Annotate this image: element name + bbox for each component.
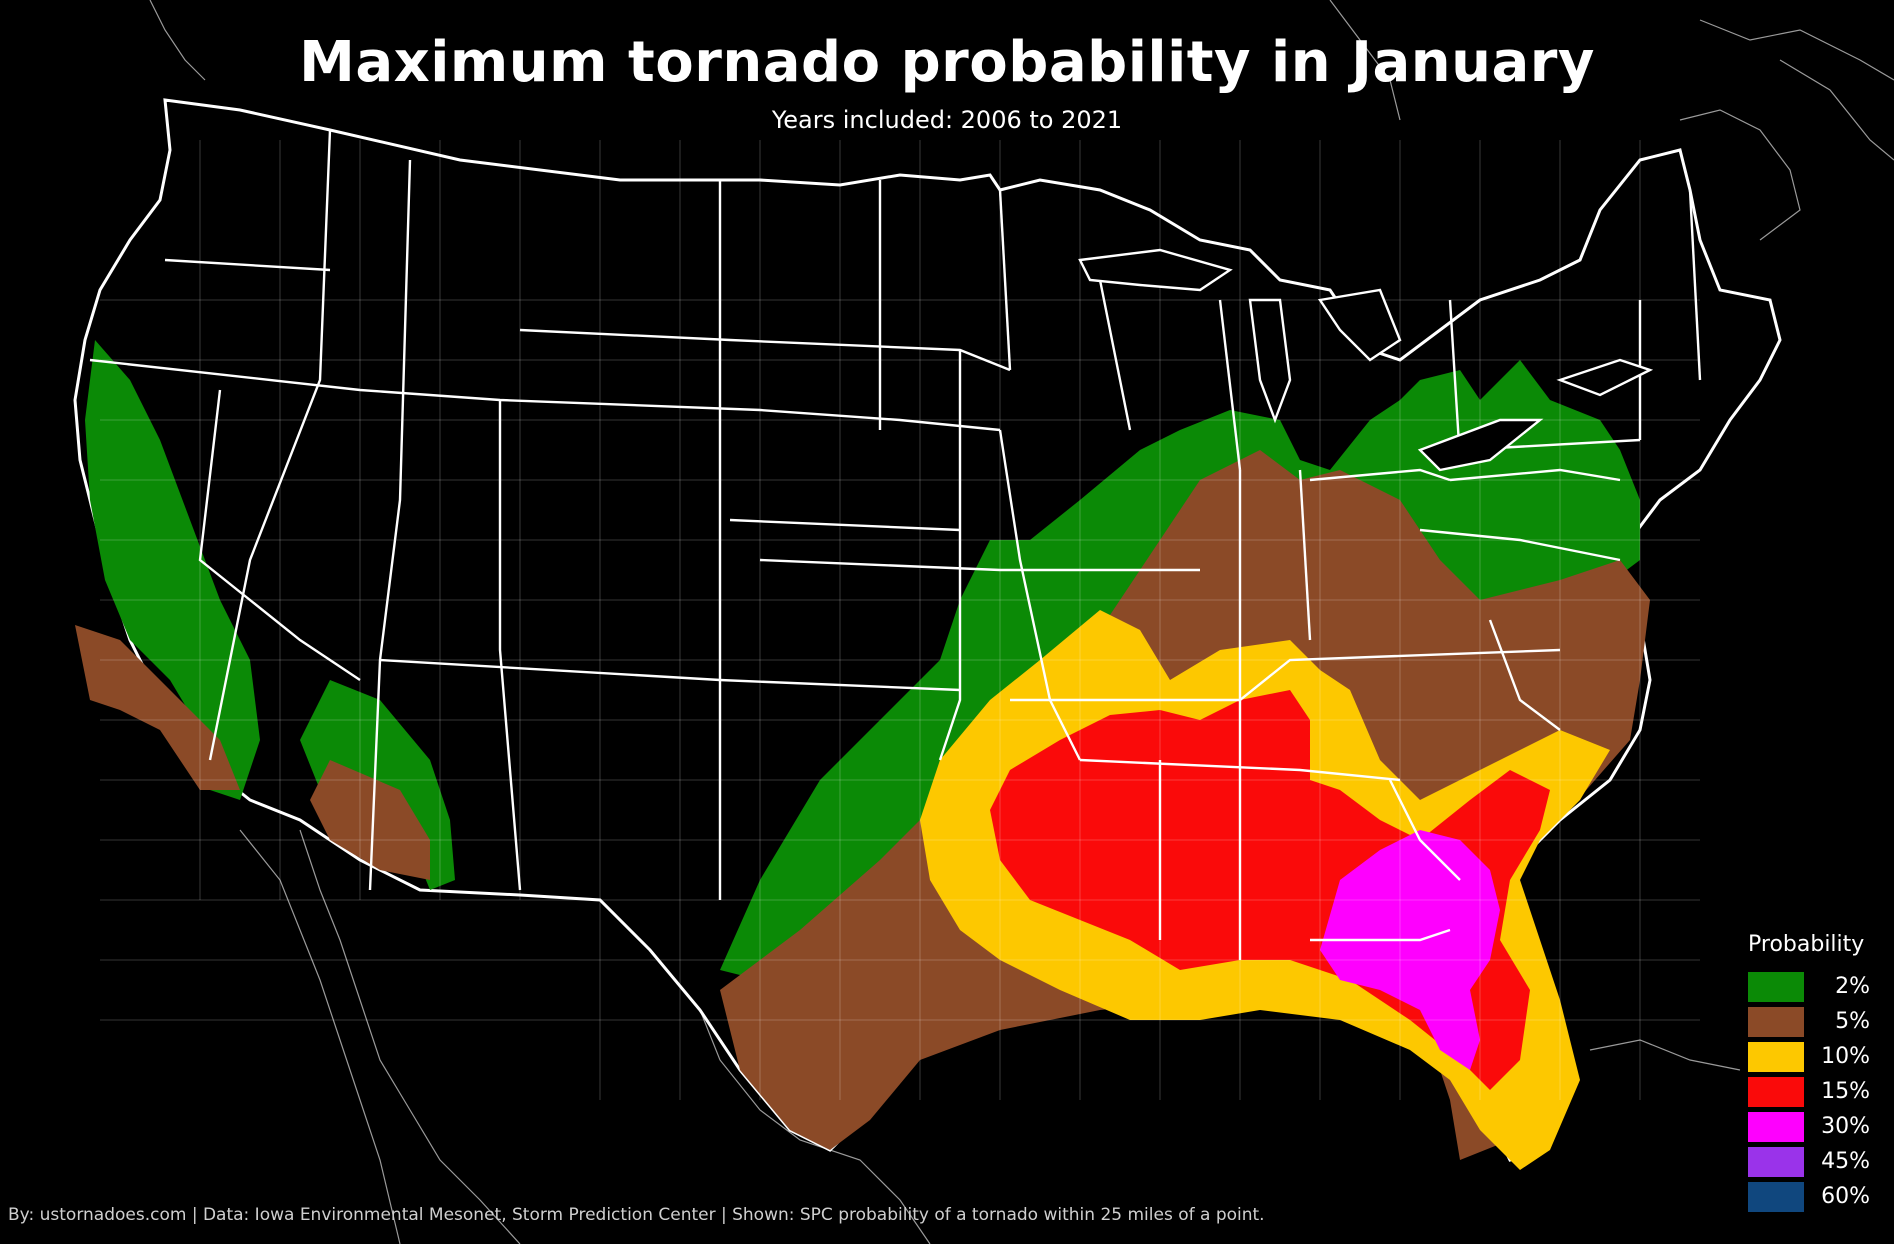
zone-5-percent-socal [75,625,240,790]
legend-swatch [1748,1181,1804,1212]
state-boundaries [89,129,1702,960]
legend-item-60: 60% [1744,1179,1884,1214]
legend-swatch [1748,1146,1804,1177]
legend-label: 30% [1821,1114,1870,1139]
legend-item-30: 30% [1744,1109,1884,1144]
legend-label: 60% [1821,1184,1870,1209]
zone-5-percent-arizona [310,760,430,880]
legend-label: 5% [1835,1009,1870,1034]
legend-item-15: 15% [1744,1074,1884,1109]
zone-30-percent [1320,830,1500,1070]
probability-zones [75,340,1650,1170]
legend-swatch [1748,1041,1804,1072]
legend-swatch [1748,971,1804,1002]
zone-2-percent-west-coast [85,340,260,800]
map-subtitle: Years included: 2006 to 2021 [771,106,1123,134]
map-title: Maximum tornado probability in January [299,30,1595,95]
great-lakes [1078,248,1654,472]
legend-item-2: 2% [1744,969,1884,1004]
source-credit: By: ustornadoes.com | Data: Iowa Environ… [8,1205,1265,1225]
legend-label: 10% [1821,1044,1870,1069]
legend-title: Probability [1748,932,1865,957]
legend-label: 45% [1821,1149,1870,1174]
legend-swatch [1748,1111,1804,1142]
county-boundaries [100,140,1700,1100]
legend-item-10: 10% [1744,1039,1884,1074]
legend-label: 15% [1821,1079,1870,1104]
legend-label: 2% [1835,974,1870,999]
legend-swatch [1748,1006,1804,1037]
legend-item-45: 45% [1744,1144,1884,1179]
legend: Probability 2% 5% 10% 15% 30% 45% 60% [1744,932,1884,1214]
legend-swatch [1748,1076,1804,1107]
surrounding-land-outlines [149,0,1894,1244]
legend-item-5: 5% [1744,1004,1884,1039]
